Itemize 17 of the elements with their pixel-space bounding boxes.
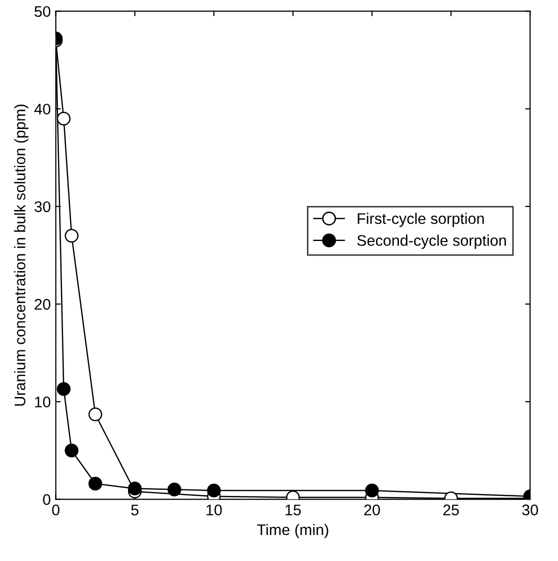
x-tick-label: 0 (52, 504, 60, 516)
x-tick-label: 25 (443, 504, 459, 516)
y-tick-label: 10 (35, 396, 50, 408)
y-axis-title: Uranium concentration in bulk solution (ppm) (14, 104, 28, 406)
x-tick-label: 10 (206, 504, 222, 516)
legend-label: First-cycle sorption (358, 212, 484, 228)
x-tick-label: 15 (286, 504, 301, 516)
x-tick-label: 5 (131, 504, 138, 516)
y-tick-label: 30 (34, 201, 50, 212)
x-tick-label: 20 (364, 504, 380, 516)
y-tick-label: 40 (34, 104, 50, 115)
y-tick-label: 50 (34, 6, 50, 17)
y-tick-label: 0 (43, 494, 50, 505)
y-tick-label: 20 (34, 298, 50, 310)
legend-label: Second-cycle sorption (357, 234, 506, 249)
x-axis-title: Time (min) (257, 524, 328, 538)
x-tick-label: 30 (522, 504, 538, 516)
